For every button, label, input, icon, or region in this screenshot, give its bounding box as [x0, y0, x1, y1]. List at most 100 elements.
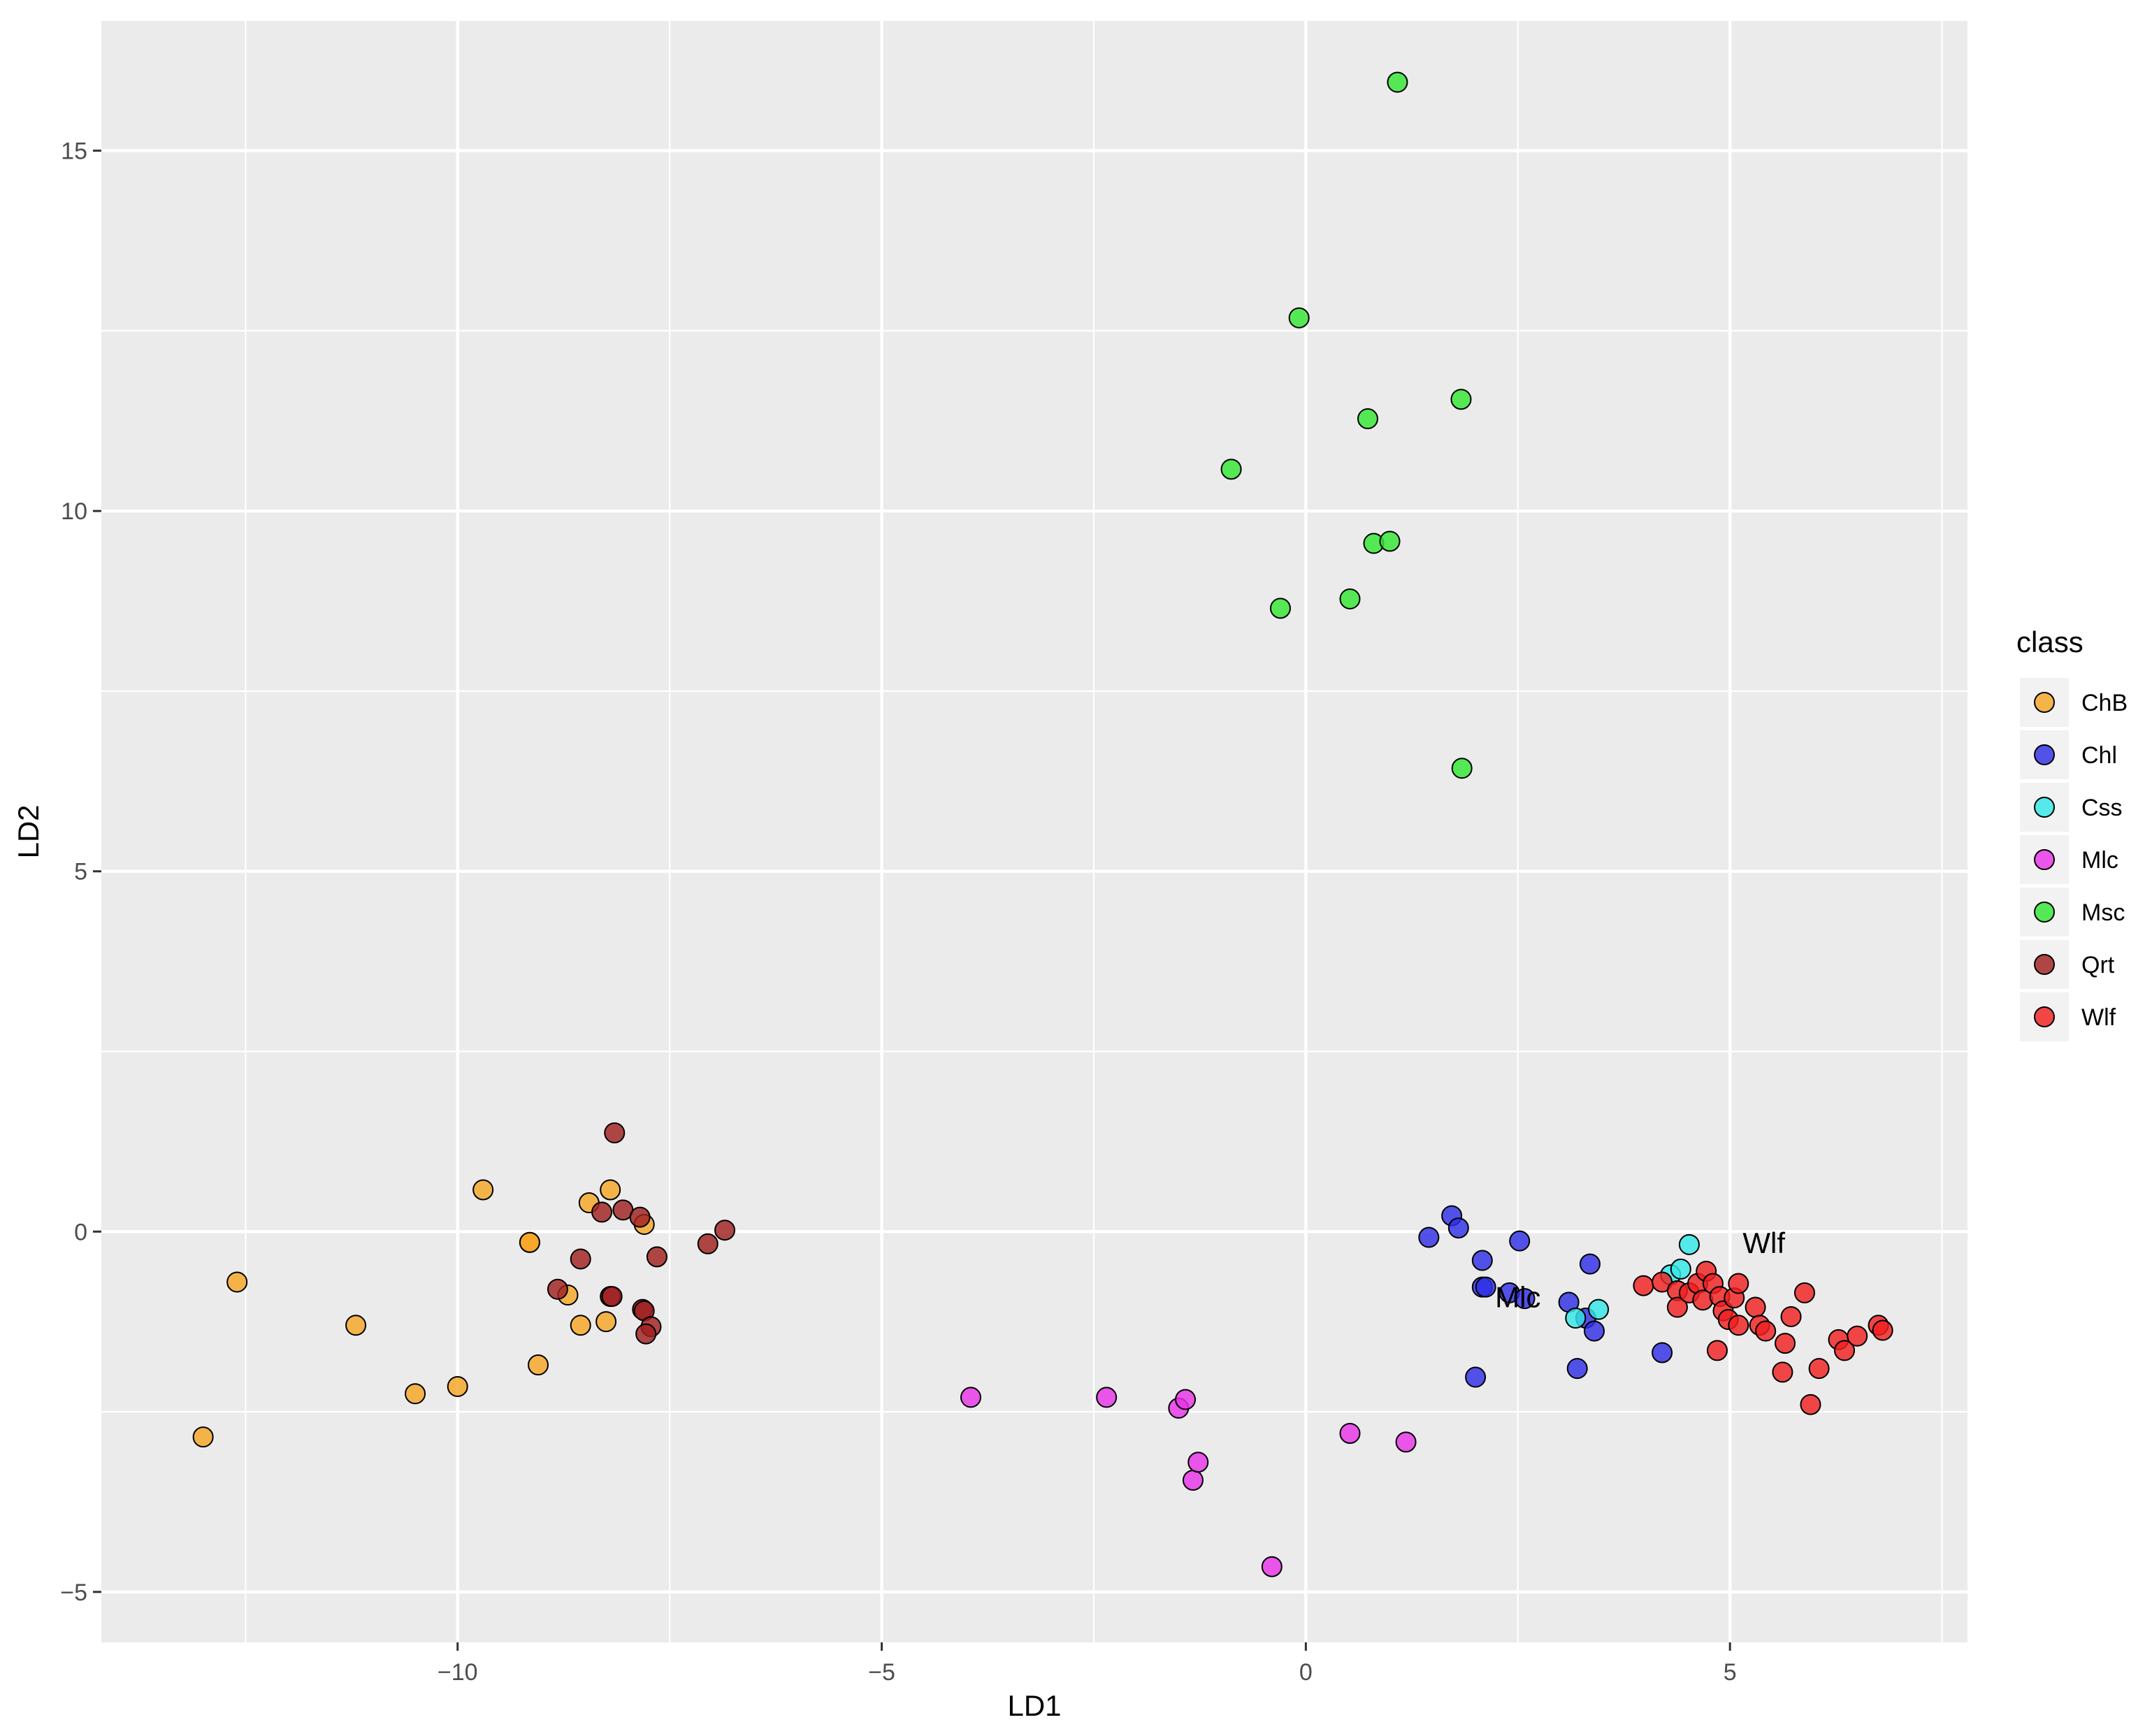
legend-swatch-msc — [2034, 902, 2055, 923]
point-annotations: Mlc Wlf — [1495, 1227, 1785, 1313]
point-wlf — [1780, 1305, 1802, 1327]
point-wlf — [1800, 1394, 1821, 1415]
point-chl — [1652, 1342, 1673, 1364]
point-css — [1565, 1308, 1587, 1329]
point-chb — [447, 1375, 468, 1397]
point-qrt — [547, 1278, 568, 1300]
point-chl — [1447, 1217, 1469, 1239]
legend-label-mlc: Mlc — [2081, 847, 2118, 874]
annotation-wlf: Wlf — [1742, 1227, 1785, 1259]
point-chb — [405, 1383, 426, 1405]
point-mlc — [960, 1387, 981, 1408]
point-mlc — [1187, 1452, 1209, 1473]
point-chl — [1475, 1276, 1496, 1298]
point-wlf — [1772, 1361, 1793, 1383]
x-axis-ticks: −10 −5 0 5 — [438, 1642, 1737, 1686]
legend-label-chb: ChB — [2081, 690, 2128, 716]
point-chl — [1514, 1288, 1536, 1310]
annotation-mlc: Mlc — [1495, 1281, 1540, 1314]
legend-label-msc: Msc — [2081, 899, 2125, 926]
point-css — [1588, 1299, 1610, 1320]
point-wlf — [1793, 1282, 1815, 1303]
y-tick-label: 0 — [74, 1219, 87, 1245]
point-chb — [226, 1271, 248, 1293]
x-tick-label: 0 — [1299, 1659, 1313, 1686]
point-msc — [1220, 458, 1242, 480]
point-chl — [1418, 1227, 1440, 1248]
point-msc — [1339, 588, 1361, 609]
y-tick-label: 10 — [61, 498, 87, 525]
point-msc — [1288, 307, 1310, 328]
point-qrt — [697, 1233, 718, 1254]
legend-swatch-css — [2034, 797, 2055, 818]
point-qrt — [714, 1220, 736, 1241]
point-chb — [595, 1311, 617, 1333]
point-chb — [519, 1231, 540, 1253]
point-wlf — [1872, 1319, 1893, 1341]
point-css — [1678, 1234, 1700, 1255]
legend-label-css: Css — [2081, 795, 2123, 821]
point-msc — [1450, 389, 1472, 410]
point-wlf — [1633, 1275, 1654, 1296]
minor-gridlines — [101, 21, 1967, 1642]
legend-title: class — [2016, 625, 2084, 658]
point-mlc — [1339, 1422, 1361, 1444]
y-tick-label: 15 — [61, 138, 87, 165]
point-mlc — [1175, 1389, 1197, 1410]
legend-swatch-chb — [2034, 692, 2055, 713]
point-msc — [1357, 408, 1378, 430]
point-wlf — [1834, 1340, 1856, 1361]
y-tick-label: −5 — [60, 1579, 87, 1606]
point-mlc — [1395, 1431, 1417, 1453]
point-mlc — [1096, 1387, 1118, 1408]
point-chl — [1566, 1358, 1588, 1380]
legend-swatch-chl — [2034, 744, 2055, 765]
point-wlf — [1666, 1296, 1688, 1318]
point-chb — [570, 1315, 591, 1336]
point-wlf — [1847, 1325, 1868, 1347]
point-msc — [1269, 598, 1291, 619]
point-qrt — [591, 1201, 613, 1223]
point-wlf — [1728, 1273, 1749, 1294]
legend-label-qrt: Qrt — [2081, 952, 2115, 978]
point-qrt — [635, 1323, 657, 1345]
plot-panel — [101, 21, 1967, 1642]
legend-swatch-wlf — [2034, 1006, 2055, 1027]
y-axis-ticks: −5 0 5 10 15 — [60, 138, 101, 1606]
major-gridlines — [101, 21, 1967, 1642]
point-chl — [1584, 1320, 1605, 1342]
legend-swatch-mlc — [2034, 849, 2055, 870]
point-msc — [1379, 530, 1401, 552]
x-axis-title: LD1 — [1007, 1689, 1061, 1722]
legend: class ChB Chl Css Mlc Msc Qrt Wlf — [2016, 625, 2128, 1041]
data-points — [192, 71, 1893, 1577]
point-chb — [192, 1426, 214, 1448]
point-msc — [1451, 758, 1473, 779]
y-tick-label: 5 — [74, 859, 87, 885]
point-qrt — [601, 1286, 623, 1308]
point-wlf — [1706, 1340, 1728, 1361]
point-css — [1670, 1258, 1691, 1280]
point-chl — [1509, 1230, 1531, 1252]
point-wlf — [1775, 1333, 1796, 1354]
x-tick-label: 5 — [1724, 1659, 1737, 1686]
point-chb — [528, 1354, 549, 1376]
point-chb — [600, 1179, 621, 1201]
point-wlf — [1808, 1358, 1830, 1380]
legend-label-chl: Chl — [2081, 742, 2117, 769]
point-qrt — [646, 1246, 667, 1268]
point-msc — [1387, 71, 1408, 93]
legend-swatch-qrt — [2034, 954, 2055, 975]
point-qrt — [570, 1248, 591, 1270]
point-chb — [345, 1315, 367, 1336]
point-wlf — [1745, 1296, 1766, 1318]
x-tick-label: −5 — [868, 1659, 895, 1686]
point-chb — [472, 1179, 494, 1201]
point-qrt — [629, 1206, 651, 1228]
point-wlf — [1755, 1320, 1777, 1342]
point-mlc — [1261, 1556, 1283, 1577]
point-wlf — [1728, 1315, 1749, 1336]
y-axis-title: LD2 — [12, 804, 45, 858]
point-qrt — [604, 1122, 626, 1144]
